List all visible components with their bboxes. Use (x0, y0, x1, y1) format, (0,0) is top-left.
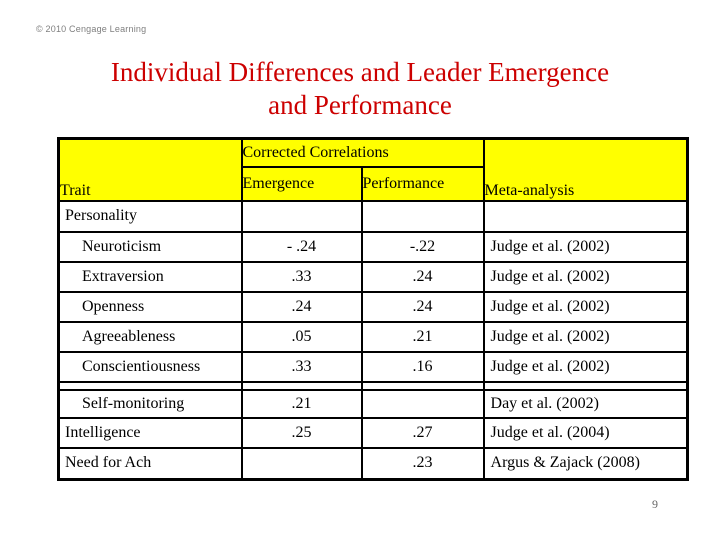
meta-cell: Judge et al. (2002) (482, 261, 689, 293)
trait-cell: Intelligence (57, 417, 243, 449)
trait-cell: Extraversion (57, 261, 243, 293)
trait-cell: Conscientiousness (57, 351, 243, 383)
performance-cell (360, 200, 485, 233)
meta-cell: Judge et al. (2002) (482, 321, 689, 353)
table-row-conscientiousness: Conscientiousness .33 .16 Judge et al. (… (57, 351, 689, 383)
table-row-need-for-ach: Need for Ach .23 Argus & Zajack (2008) (57, 447, 689, 481)
emergence-cell (240, 200, 363, 233)
emergence-cell: .33 (240, 261, 363, 293)
performance-cell: .23 (360, 447, 485, 481)
meta-cell: Judge et al. (2002) (482, 351, 689, 383)
performance-cell: .16 (360, 351, 485, 383)
column-header-meta-analysis: Meta-analysis (482, 137, 689, 202)
emergence-cell: .05 (240, 321, 363, 353)
slide-title: Individual Differences and Leader Emerge… (0, 56, 720, 122)
meta-cell: Day et al. (2002) (482, 389, 689, 419)
column-header-emergence: Emergence (240, 166, 363, 202)
emergence-cell: .33 (240, 351, 363, 383)
table-header-row-sub: Emergence Performance (59, 166, 688, 202)
performance-cell: .24 (360, 291, 485, 323)
emergence-cell: .25 (240, 417, 363, 449)
column-group-header-corrected-correlations: Corrected Correlations (240, 137, 485, 168)
table-row-agreeableness: Agreeableness .05 .21 Judge et al. (2002… (57, 321, 689, 353)
meta-cell: Judge et al. (2002) (482, 231, 689, 263)
emergence-cell: .24 (240, 291, 363, 323)
copyright-text: © 2010 Cengage Learning (36, 24, 147, 34)
table-row-intelligence: Intelligence .25 .27 Judge et al. (2004) (57, 417, 689, 449)
meta-cell (482, 200, 689, 233)
correlations-table: Trait Corrected Correlations Meta-analys… (57, 137, 690, 481)
performance-cell: -.22 (360, 231, 485, 263)
meta-cell: Argus & Zajack (2008) (482, 447, 689, 481)
meta-cell: Judge et al. (2002) (482, 291, 689, 323)
table-row-neuroticism: Neuroticism - .24 -.22 Judge et al. (200… (57, 231, 689, 263)
table-row-personality: Personality (57, 200, 689, 233)
trait-cell: Need for Ach (57, 447, 243, 481)
trait-cell: Openness (57, 291, 243, 323)
trait-cell: Self-monitoring (57, 389, 243, 419)
table-row-extraversion: Extraversion .33 .24 Judge et al. (2002) (57, 261, 689, 293)
column-header-performance: Performance (360, 166, 485, 202)
table-header-row-top: Trait Corrected Correlations Meta-analys… (57, 137, 689, 202)
table-row-openness: Openness .24 .24 Judge et al. (2002) (57, 291, 689, 323)
performance-cell: .21 (360, 321, 485, 353)
table-spacer-row (57, 381, 689, 391)
column-header-trait: Trait (57, 137, 243, 202)
performance-cell (360, 389, 485, 419)
title-line-2: and Performance (268, 90, 452, 120)
table-row-self-monitoring: Self-monitoring .21 Day et al. (2002) (57, 389, 689, 419)
meta-cell: Judge et al. (2004) (482, 417, 689, 449)
trait-cell: Agreeableness (57, 321, 243, 353)
title-line-1: Individual Differences and Leader Emerge… (110, 57, 610, 87)
emergence-cell (240, 447, 363, 481)
trait-cell: Neuroticism (57, 231, 243, 263)
page-number: 9 (652, 497, 658, 511)
emergence-cell: - .24 (240, 231, 363, 263)
emergence-cell: .21 (240, 389, 363, 419)
performance-cell: .24 (360, 261, 485, 293)
trait-cell: Personality (57, 200, 243, 233)
performance-cell: .27 (360, 417, 485, 449)
